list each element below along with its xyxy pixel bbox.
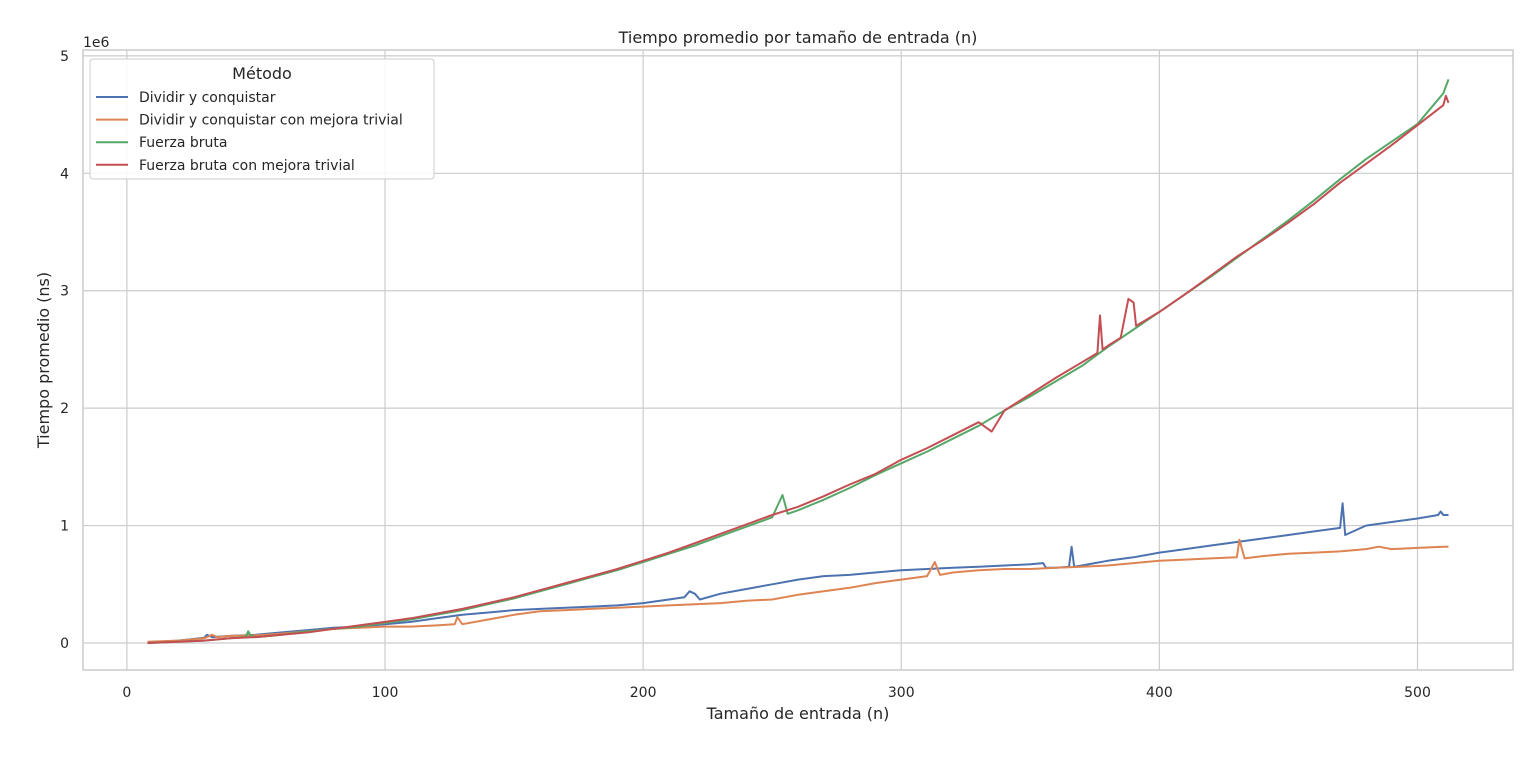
- y-tick-label: 0: [60, 636, 69, 652]
- y-tick-label: 1: [60, 519, 69, 535]
- series-line-1: [147, 502, 1449, 644]
- series-lines: [147, 79, 1450, 644]
- y-tick-label: 5: [60, 49, 69, 65]
- grid-lines: [83, 50, 1513, 670]
- x-axis-label: Tamaño de entrada (n): [706, 704, 890, 723]
- legend-entry-label: Dividir y conquistar: [139, 90, 276, 106]
- legend-title: Método: [232, 64, 292, 83]
- x-tick-label: 200: [630, 685, 657, 701]
- plot-frame: [82, 49, 1514, 671]
- y-tick-label: 2: [60, 401, 69, 417]
- y-tick-label: 4: [60, 166, 69, 182]
- y-axis-ticks: 0 1 2 3 4 5: [60, 49, 69, 652]
- x-axis-ticks: 0 100 200 300 400 500: [122, 685, 1430, 701]
- x-tick-label: 0: [122, 685, 131, 701]
- x-tick-label: 500: [1404, 685, 1431, 701]
- x-tick-label: 100: [372, 685, 399, 701]
- x-tick-label: 300: [888, 685, 915, 701]
- y-scale-label: 1e6: [83, 35, 110, 51]
- legend-box: [89, 58, 435, 180]
- legend-entry-label: Fuerza bruta: [139, 135, 228, 151]
- chart-title: Tiempo promedio por tamaño de entrada (n…: [618, 28, 978, 47]
- legend-entry-label: Fuerza bruta con mejora trivial: [139, 158, 355, 174]
- legend-entry-label: Dividir y conquistar con mejora trivial: [139, 113, 403, 129]
- legend-items: Dividir y conquistar Dividir y conquistar…: [96, 90, 403, 174]
- y-axis-label: Tiempo promedio (ns): [34, 272, 53, 449]
- series-line-4: [147, 94, 1450, 644]
- y-tick-label: 3: [60, 284, 69, 300]
- x-tick-label: 400: [1146, 685, 1173, 701]
- series-line-2: [147, 538, 1449, 643]
